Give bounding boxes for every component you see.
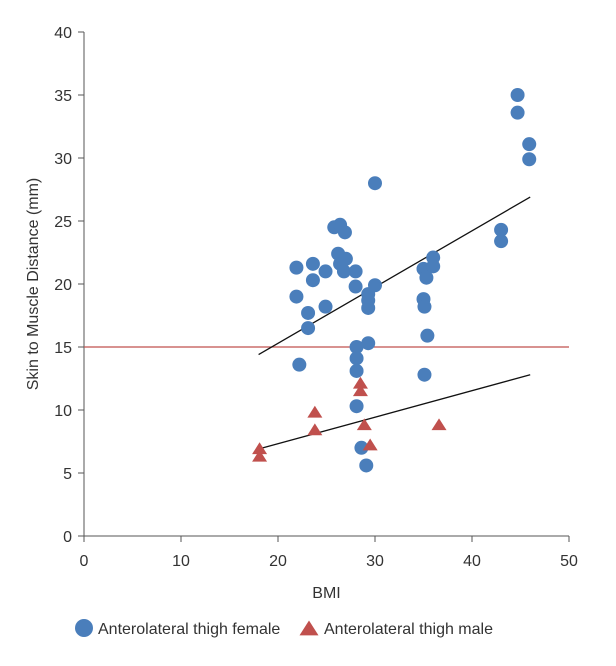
data-point-circle bbox=[289, 289, 304, 304]
data-point-circle bbox=[349, 340, 364, 354]
data-point-circle bbox=[349, 399, 364, 414]
data-point-circle bbox=[417, 367, 432, 382]
legend-label-female: Anterolateral thigh female bbox=[98, 621, 280, 638]
data-point-circle bbox=[361, 336, 376, 351]
data-point-triangle bbox=[352, 376, 368, 389]
data-point-circle bbox=[420, 328, 435, 343]
data-point-circle bbox=[417, 299, 432, 314]
data-point-triangle bbox=[252, 449, 268, 462]
data-point-circle bbox=[301, 321, 316, 336]
data-point-circle bbox=[305, 256, 320, 271]
y-tick-label: 35 bbox=[54, 88, 72, 105]
data-point-circle bbox=[522, 137, 537, 152]
trendline-layer bbox=[258, 196, 531, 450]
data-point-triangle bbox=[431, 418, 447, 431]
data-point-circle bbox=[338, 251, 353, 266]
data-point-circle bbox=[349, 363, 364, 378]
x-tick-label: 10 bbox=[172, 553, 190, 570]
x-axis-title: BMI bbox=[312, 585, 340, 602]
data-point-circle bbox=[301, 305, 316, 320]
y-tick-label: 15 bbox=[54, 340, 72, 357]
data-points bbox=[252, 88, 537, 473]
data-point-circle bbox=[354, 440, 369, 455]
data-point-circle bbox=[336, 264, 351, 279]
data-point-circle bbox=[348, 279, 363, 294]
legend: Anterolateral thigh female Anterolateral … bbox=[75, 619, 493, 638]
data-point-triangle bbox=[307, 423, 323, 436]
trendline-male bbox=[258, 374, 531, 450]
y-tick-label: 30 bbox=[54, 151, 72, 168]
data-point-triangle bbox=[352, 384, 368, 397]
data-point-circle bbox=[337, 225, 352, 240]
data-point-circle bbox=[289, 260, 304, 275]
data-point-circle bbox=[510, 88, 525, 102]
data-point-circle bbox=[426, 259, 441, 274]
data-point-triangle bbox=[307, 405, 323, 418]
x-tick-label: 30 bbox=[366, 553, 384, 570]
data-point-circle bbox=[348, 264, 363, 279]
x-tick-label: 40 bbox=[463, 553, 481, 570]
y-tick-label: 0 bbox=[63, 529, 72, 546]
data-point-circle bbox=[368, 176, 382, 191]
y-tick-label: 25 bbox=[54, 214, 72, 231]
data-point-circle bbox=[494, 234, 509, 249]
data-point-circle bbox=[349, 351, 364, 366]
data-point-triangle bbox=[362, 438, 378, 451]
data-point-circle bbox=[368, 278, 382, 293]
legend-circle-icon bbox=[75, 619, 93, 637]
data-point-circle bbox=[494, 222, 509, 237]
x-tick-label: 50 bbox=[560, 553, 578, 570]
y-tick-label: 20 bbox=[54, 277, 72, 294]
data-point-circle bbox=[359, 458, 374, 473]
axes: 0 5 10 15 20 25 30 35 40 0 10 20 30 40 50 bbox=[54, 25, 578, 570]
data-point-circle bbox=[510, 105, 525, 120]
data-point-circle bbox=[361, 300, 376, 315]
legend-triangle-icon bbox=[299, 620, 319, 636]
data-point-triangle bbox=[356, 418, 372, 431]
trendline-female bbox=[258, 196, 531, 356]
data-point-circle bbox=[522, 152, 537, 167]
y-tick-label: 10 bbox=[54, 403, 72, 420]
data-point-circle bbox=[292, 357, 307, 372]
legend-label-male: Anterolateral thigh male bbox=[324, 621, 493, 638]
data-point-circle bbox=[419, 270, 434, 285]
data-point-circle bbox=[318, 299, 333, 314]
x-tick-label: 0 bbox=[80, 553, 89, 570]
data-point-circle bbox=[318, 264, 333, 279]
data-point-circle bbox=[305, 273, 320, 288]
data-point-triangle bbox=[252, 442, 268, 455]
y-tick-label: 40 bbox=[54, 25, 72, 42]
x-tick-label: 20 bbox=[269, 553, 287, 570]
y-tick-label: 5 bbox=[63, 466, 72, 483]
y-axis-title: Skin to Muscle Distance (mm) bbox=[25, 178, 42, 391]
